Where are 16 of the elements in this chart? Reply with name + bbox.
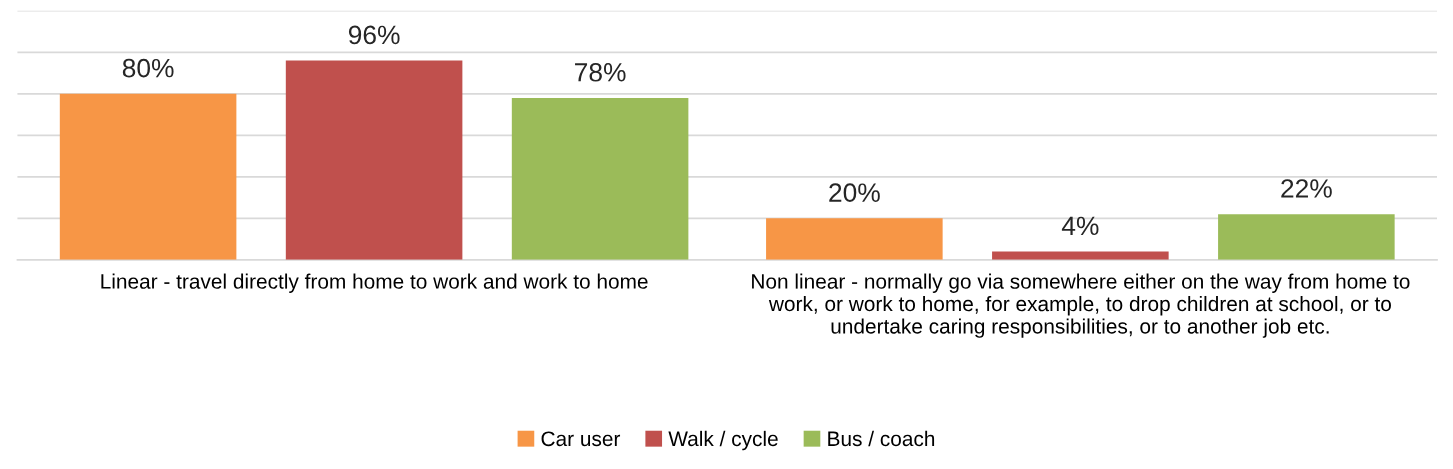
data-label: 20% [829, 183, 880, 202]
legend-label: Walk / cycle [668, 430, 778, 451]
data-label: 78% [575, 62, 626, 82]
legend-label: Bus / coach [828, 430, 935, 447]
x-tick-label: Linear - travel directly from home to work and work to home [101, 273, 648, 293]
bar [59, 93, 237, 260]
bar [285, 60, 463, 260]
data-label: 96% [348, 25, 400, 45]
data-label: 4% [1061, 216, 1099, 236]
x-tick-label: Non linear - normally go via somewhere either on the way from home to work, or work to home, for example, to drop children at school, or to undertake caring responsibilities, or to another job etc. [752, 273, 1410, 338]
data-label: 22% [1281, 179, 1332, 198]
legend-label: Car user [541, 431, 621, 447]
bar [766, 218, 943, 260]
bar [1218, 214, 1395, 260]
data-label: 80% [122, 58, 174, 78]
bar [511, 97, 689, 260]
